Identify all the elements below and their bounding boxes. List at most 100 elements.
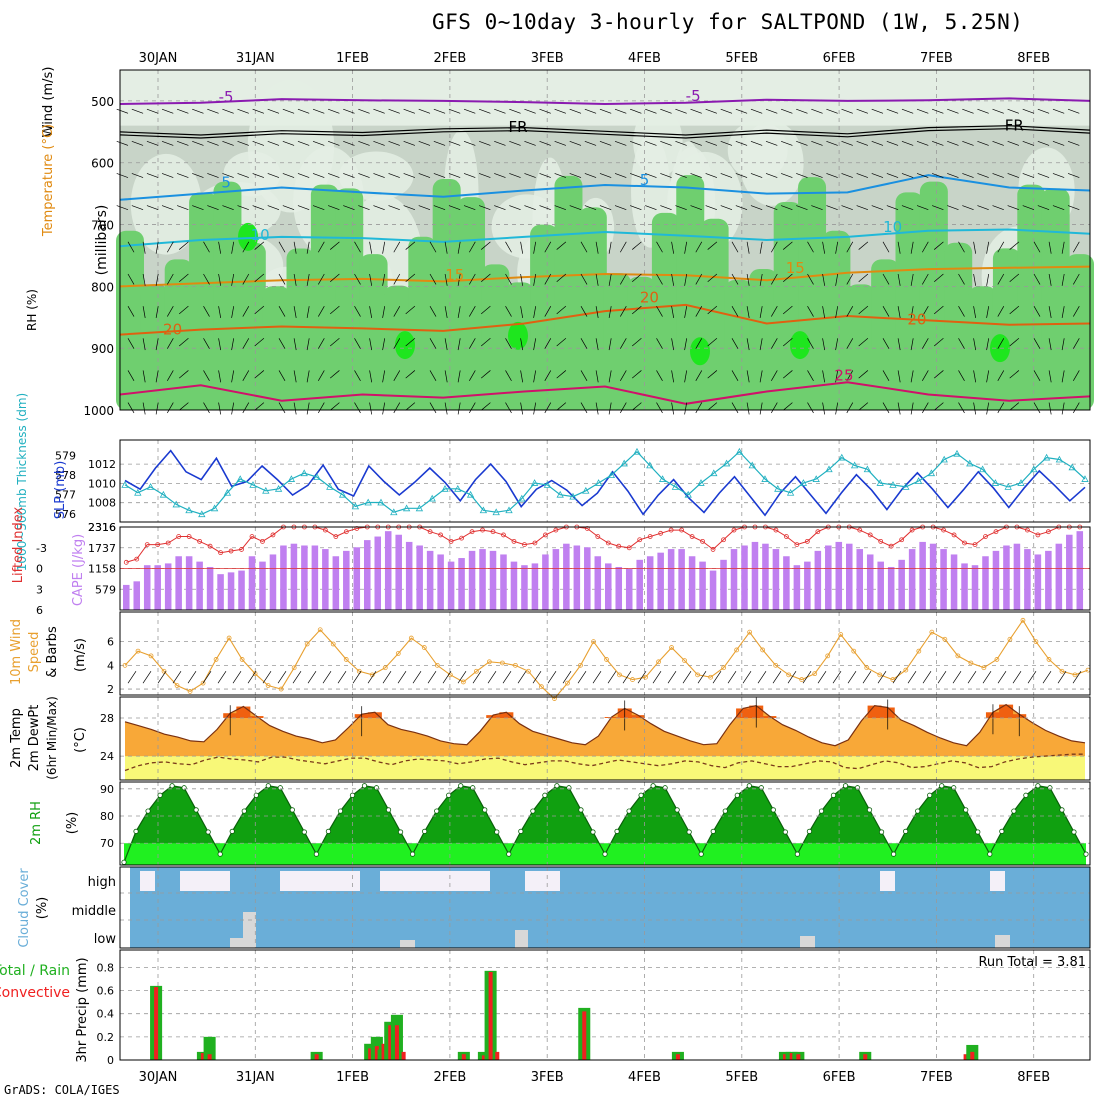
wind-barb bbox=[916, 205, 929, 211]
wind-barb bbox=[116, 205, 129, 211]
surface-wind-barb bbox=[472, 671, 482, 684]
wind-speed-marker bbox=[317, 627, 323, 633]
thickness-marker bbox=[658, 475, 667, 482]
wind-barb bbox=[242, 338, 250, 349]
wind-barb bbox=[910, 306, 914, 319]
wind-barb bbox=[846, 241, 854, 253]
wind-barb bbox=[544, 338, 552, 349]
thickness-marker bbox=[991, 479, 1000, 486]
lifted-index-marker bbox=[459, 535, 464, 541]
wind-barb bbox=[986, 338, 990, 351]
temp-max-fill bbox=[486, 715, 501, 718]
wind-barb bbox=[556, 305, 567, 315]
wind-barb bbox=[973, 402, 977, 415]
wind-barb bbox=[146, 108, 159, 114]
wind-barb bbox=[231, 338, 235, 351]
wind-speed-marker bbox=[486, 659, 492, 665]
wind-barb bbox=[690, 140, 702, 146]
wind-barb bbox=[947, 173, 959, 178]
wind-barb bbox=[312, 173, 325, 178]
wind-barb bbox=[328, 140, 340, 146]
wind-barb bbox=[580, 370, 588, 382]
lifted-index-marker bbox=[542, 532, 548, 538]
wind-barb bbox=[178, 241, 189, 250]
wind-barb bbox=[237, 173, 249, 178]
wind-barb bbox=[203, 273, 210, 285]
wind-barb bbox=[986, 306, 990, 319]
rh2m-tick-label: 80 bbox=[100, 810, 114, 823]
wind-barb bbox=[846, 305, 854, 317]
top-date-label: 2FEB bbox=[433, 51, 466, 66]
wind-speed-marker bbox=[226, 635, 232, 641]
lifted-index-marker bbox=[239, 547, 244, 552]
wind-speed-marker bbox=[981, 665, 987, 671]
wind-barb bbox=[388, 205, 400, 211]
surface-wind-barb bbox=[787, 671, 797, 684]
wind-barb bbox=[207, 108, 219, 114]
wind-barb bbox=[505, 338, 512, 349]
cape-frame bbox=[119, 526, 1091, 611]
wind-barb bbox=[192, 205, 204, 211]
li-tick-label: 0 bbox=[36, 563, 43, 576]
upper-air-panel: -5 -5 FR FR 5 5 10 10 15 15 20 20 20 25 bbox=[116, 70, 1094, 415]
thickness-marker bbox=[774, 484, 782, 492]
wind-barb bbox=[354, 402, 361, 414]
cape-bar bbox=[343, 550, 350, 610]
isotherm-label: -5 bbox=[219, 88, 234, 106]
wind-barb bbox=[177, 173, 189, 178]
wind-barb bbox=[328, 108, 340, 114]
wind-barb bbox=[554, 108, 567, 114]
rh2m-marker bbox=[794, 851, 801, 857]
wind-barb bbox=[1007, 205, 1020, 211]
wind-barb bbox=[841, 140, 853, 146]
cape-bar bbox=[175, 556, 182, 610]
wind-axis-unit: (m/s) bbox=[73, 638, 88, 672]
surface-wind-barb bbox=[517, 671, 527, 684]
rh2m-marker bbox=[313, 851, 319, 857]
wind-barb bbox=[463, 140, 476, 146]
rh2m-marker bbox=[446, 792, 452, 798]
rh2m-marker bbox=[373, 785, 380, 791]
cape-bar bbox=[133, 581, 141, 610]
cape-bar bbox=[531, 563, 539, 610]
wind-speed-marker bbox=[187, 689, 193, 694]
isotherm-freezing-line bbox=[119, 128, 1091, 139]
wind-barb bbox=[479, 140, 491, 146]
wind-barb bbox=[599, 205, 612, 211]
wind-barb bbox=[317, 402, 325, 414]
wind-barb bbox=[619, 305, 627, 317]
wind-barb bbox=[433, 108, 446, 114]
thickness-marker bbox=[569, 492, 577, 500]
lifted-index-marker bbox=[616, 543, 622, 549]
wind-barb bbox=[373, 108, 385, 114]
isotherm-label: FR bbox=[1005, 117, 1024, 135]
thickness-marker bbox=[402, 504, 411, 512]
wind-barb bbox=[746, 338, 750, 351]
cape-bar bbox=[772, 549, 780, 610]
bottom-date-label: 6FEB bbox=[823, 1070, 856, 1085]
wind-barb bbox=[720, 173, 733, 178]
cape-bar bbox=[426, 550, 434, 610]
cloud-low-block bbox=[800, 936, 815, 948]
top-date-label: 6FEB bbox=[823, 51, 856, 66]
wind-barb bbox=[882, 273, 890, 285]
temp-max-fill bbox=[249, 716, 264, 718]
rh2m-marker bbox=[566, 785, 572, 791]
cape-bar bbox=[217, 574, 224, 610]
wind-barb bbox=[695, 370, 703, 382]
wind-barb bbox=[405, 338, 416, 347]
wind-barb bbox=[660, 205, 672, 211]
isotherm-label: 15 bbox=[445, 266, 464, 284]
rh2m-marker bbox=[903, 828, 909, 834]
wind-speed-marker bbox=[539, 684, 544, 690]
wind-barb bbox=[580, 305, 588, 317]
surface-wind-barb bbox=[397, 671, 407, 684]
wind-barb bbox=[1033, 241, 1041, 253]
wind-speed-marker bbox=[734, 647, 740, 653]
wind-speed-marker bbox=[460, 679, 466, 685]
wind-barb bbox=[630, 108, 642, 114]
thickness-marker bbox=[505, 506, 513, 514]
rh2m-marker bbox=[229, 828, 235, 834]
wind-barb bbox=[933, 338, 944, 347]
thickness-marker bbox=[518, 494, 526, 502]
